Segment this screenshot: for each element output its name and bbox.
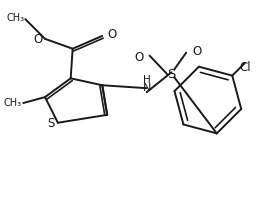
Text: S: S: [47, 117, 55, 130]
Text: H: H: [143, 75, 151, 85]
Text: Cl: Cl: [239, 62, 251, 75]
Text: CH₃: CH₃: [3, 98, 21, 108]
Text: O: O: [192, 45, 201, 58]
Text: O: O: [107, 28, 117, 41]
Text: CH₃: CH₃: [6, 13, 24, 23]
Text: N: N: [143, 83, 151, 93]
Text: S: S: [167, 68, 176, 81]
Text: O: O: [134, 51, 144, 64]
Text: O: O: [34, 33, 43, 46]
